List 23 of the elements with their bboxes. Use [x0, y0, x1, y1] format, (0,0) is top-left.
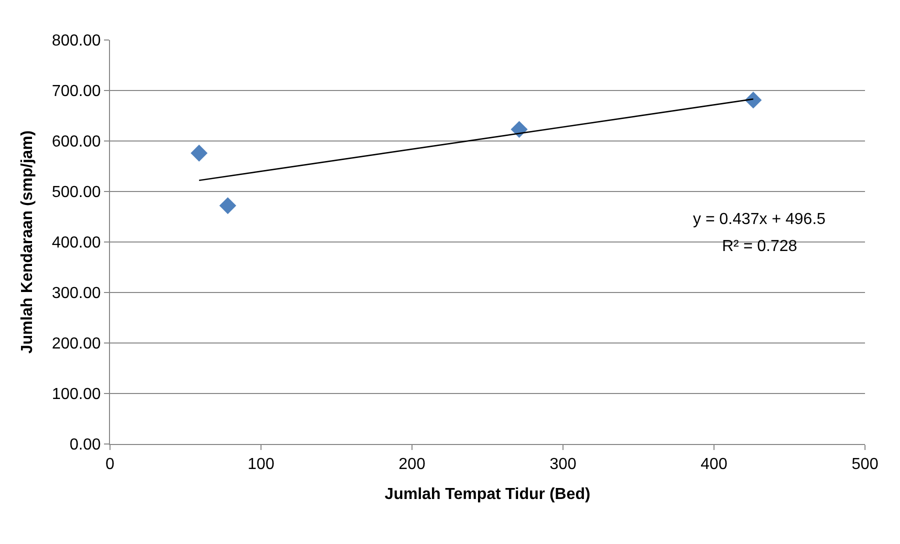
point — [744, 92, 762, 109]
y-tick-label: 100.00 — [52, 386, 101, 404]
annotation: R² = 0.728 — [722, 238, 798, 255]
y-tick-label: 600.00 — [52, 134, 101, 151]
y-tick-label: 400.00 — [52, 234, 101, 252]
x-tick-label: 300 — [550, 456, 576, 474]
point — [219, 197, 236, 214]
y-tick-label: 200.00 — [52, 336, 101, 353]
x-tick-label: 100 — [248, 456, 274, 474]
y-tick-label: 800.00 — [52, 32, 101, 50]
y-axis-title: Jumlah Kendaraan (smp/jam) — [18, 130, 36, 354]
annotation: y = 0.437x + 496.5 — [693, 211, 826, 228]
x-tick-label: 200 — [398, 456, 426, 474]
y-tick-label: 700.00 — [52, 83, 101, 100]
x-tick-label: 0 — [106, 456, 115, 474]
y-tick-label: 0.00 — [70, 436, 101, 454]
x-axis-title: Jumlah Tempat Tidur (Bed) — [384, 486, 590, 503]
point — [510, 120, 528, 138]
x-tick-label: 500 — [852, 456, 878, 474]
y-tick-label: 500.00 — [52, 184, 101, 202]
point — [190, 144, 208, 162]
x-tick-label: 400 — [700, 456, 728, 474]
y-tick-label: 300.00 — [52, 285, 101, 302]
